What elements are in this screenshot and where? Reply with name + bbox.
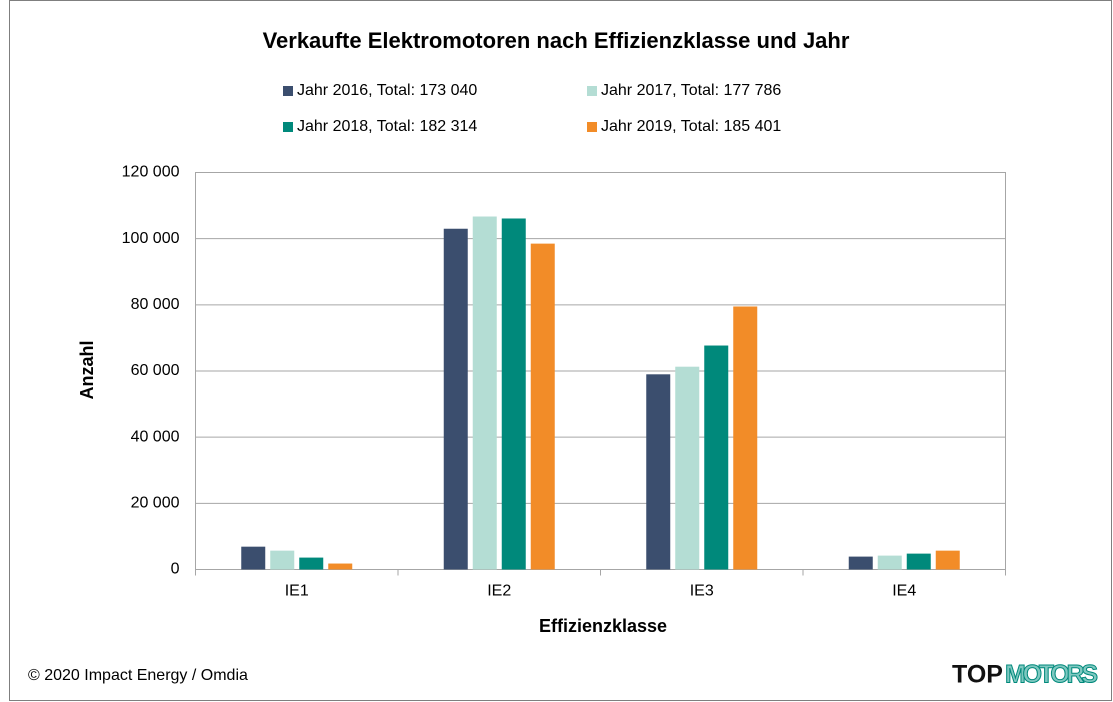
bar (328, 563, 353, 570)
bar (241, 546, 266, 570)
y-axis-label: Anzahl (77, 340, 97, 399)
bar (646, 374, 671, 570)
logo-bold: TOP (952, 661, 1003, 689)
legend-swatch (283, 122, 293, 132)
y-tick-label: 40 000 (131, 428, 180, 445)
copyright: © 2020 Impact Energy / Omdia (28, 667, 248, 684)
logo-outline: MOTORS (1005, 661, 1098, 689)
bar (501, 218, 526, 570)
bar (906, 553, 931, 570)
y-tick-label: 20 000 (131, 495, 180, 512)
chart-title: Verkaufte Elektromotoren nach Effizienzk… (263, 28, 850, 53)
legend-swatch (283, 86, 293, 96)
x-axis-label: Effizienzklasse (539, 616, 667, 636)
legend-label: Jahr 2017, Total: 177 786 (601, 82, 781, 99)
bar (733, 306, 758, 570)
x-tick-label: IE1 (285, 583, 309, 600)
legend-label: Jahr 2019, Total: 185 401 (601, 118, 781, 135)
bar (299, 557, 324, 570)
y-tick-label: 120 000 (122, 164, 180, 181)
bar (935, 550, 960, 570)
y-tick-label: 80 000 (131, 296, 180, 313)
legend-label: Jahr 2016, Total: 173 040 (297, 82, 477, 99)
bar (675, 366, 700, 570)
bar (530, 243, 555, 570)
legend-label: Jahr 2018, Total: 182 314 (297, 118, 477, 135)
bar (443, 228, 468, 570)
legend-swatch (587, 86, 597, 96)
x-tick-label: IE2 (487, 583, 511, 600)
bar (270, 550, 295, 570)
legend-swatch (587, 122, 597, 132)
y-tick-label: 60 000 (131, 362, 180, 379)
bar (472, 216, 497, 570)
y-tick-label: 100 000 (122, 230, 180, 247)
x-tick-label: IE3 (690, 583, 714, 600)
bar (704, 345, 729, 570)
x-tick-label: IE4 (892, 583, 916, 600)
y-tick-label: 0 (171, 561, 180, 578)
frame (9, 0, 1112, 701)
bar (877, 555, 902, 570)
bar (848, 556, 873, 570)
